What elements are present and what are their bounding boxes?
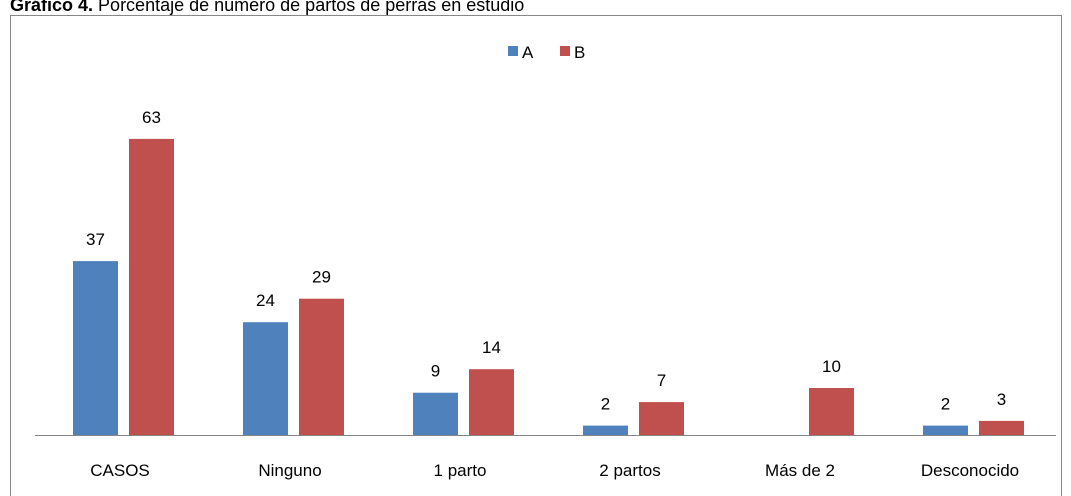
value-label: 10	[822, 357, 841, 376]
bar	[923, 425, 968, 435]
value-label: 63	[142, 108, 161, 127]
bar	[299, 298, 344, 435]
bar	[583, 425, 628, 435]
bar	[413, 392, 458, 435]
x-tick-label: Más de 2	[765, 461, 835, 480]
value-label: 29	[312, 268, 331, 287]
bar	[979, 420, 1024, 435]
bar	[129, 138, 174, 435]
legend-swatch	[508, 46, 518, 56]
value-label: 7	[657, 371, 666, 390]
bar	[639, 402, 684, 435]
bar	[243, 322, 288, 435]
chart-frame	[10, 15, 1062, 496]
x-tick-label: 2 partos	[599, 461, 660, 480]
title-text: Porcentaje de número de partos de perras…	[98, 0, 524, 15]
x-tick-label: Desconocido	[921, 461, 1019, 480]
chart-title: Gráfico 4. Porcentaje de número de parto…	[10, 0, 524, 15]
legend-swatch	[560, 46, 570, 56]
x-tick-label: Ninguno	[258, 461, 321, 480]
legend-label: A	[522, 43, 534, 62]
x-tick-label: CASOS	[90, 461, 150, 480]
value-label: 9	[431, 362, 440, 381]
value-label: 3	[997, 390, 1006, 409]
bar	[809, 388, 854, 435]
legend-label: B	[574, 43, 585, 62]
value-label: 2	[941, 395, 950, 414]
value-label: 37	[86, 230, 105, 249]
value-label: 2	[601, 395, 610, 414]
title-prefix: Gráfico 4.	[10, 0, 93, 15]
value-label: 24	[256, 291, 275, 310]
x-tick-label: 1 parto	[434, 461, 487, 480]
bar	[73, 261, 118, 435]
value-label: 14	[482, 338, 501, 357]
bar	[469, 369, 514, 435]
